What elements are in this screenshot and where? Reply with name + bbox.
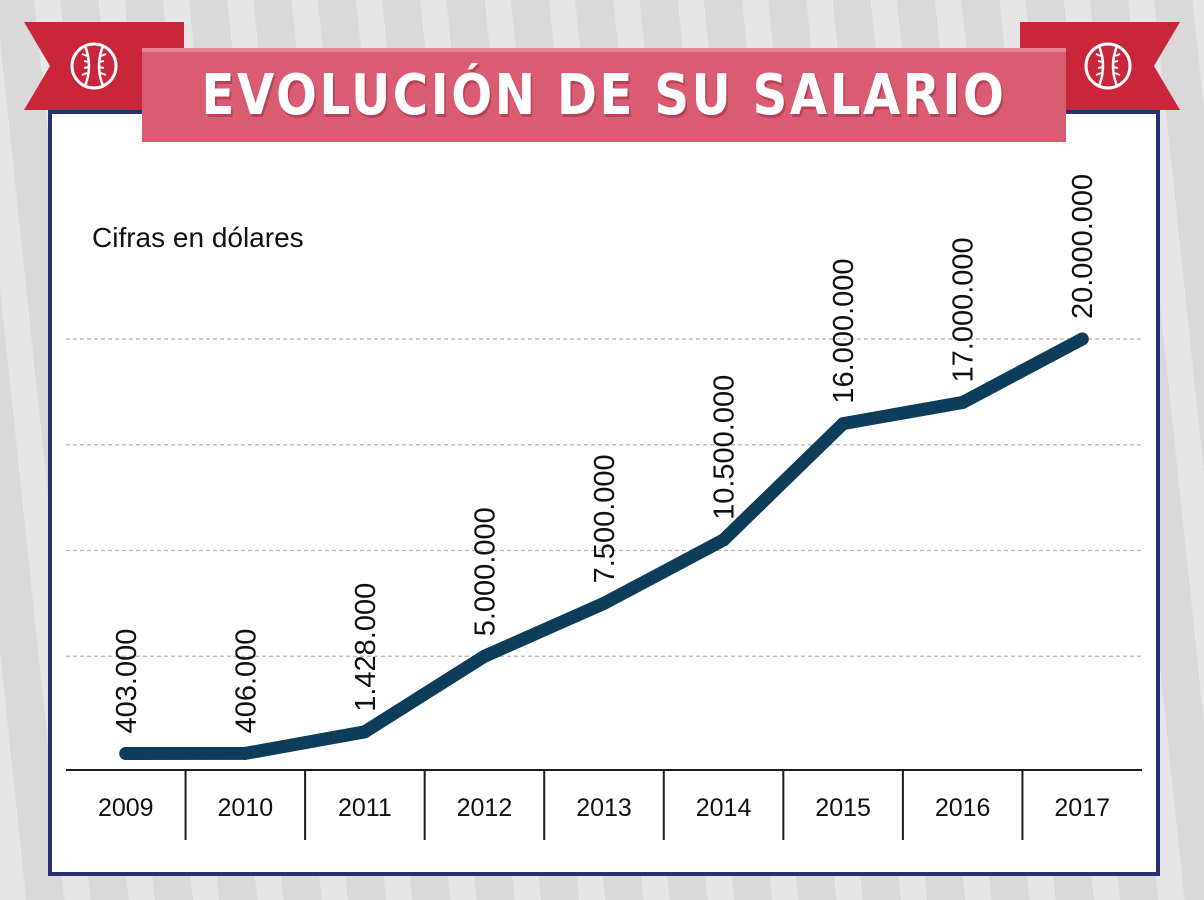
data-point bbox=[597, 596, 611, 610]
data-point bbox=[836, 417, 850, 431]
title-banner: EVOLUCIÓN DE SU SALARIO bbox=[142, 48, 1066, 142]
x-tick-label: 2011 bbox=[338, 794, 392, 822]
data-point bbox=[1075, 332, 1089, 346]
baseball-icon bbox=[1084, 42, 1132, 90]
data-point bbox=[358, 725, 372, 739]
x-tick-label: 2017 bbox=[1054, 794, 1110, 822]
x-tick-label: 2012 bbox=[457, 794, 513, 822]
x-tick-label: 2009 bbox=[98, 794, 154, 822]
chart-subtitle: Cifras en dólares bbox=[92, 222, 304, 253]
data-point bbox=[717, 533, 731, 547]
baseball-icon bbox=[70, 42, 118, 90]
x-tick-label: 2010 bbox=[218, 794, 274, 822]
x-tick-label: 2014 bbox=[696, 794, 752, 822]
data-point bbox=[956, 395, 970, 409]
data-label: 17.000.000 bbox=[948, 237, 980, 382]
x-tick-label: 2016 bbox=[935, 794, 991, 822]
data-point bbox=[477, 649, 491, 663]
data-label: 10.500.000 bbox=[709, 375, 741, 520]
data-label: 1.428.000 bbox=[350, 583, 382, 712]
data-label: 5.000.000 bbox=[469, 507, 501, 636]
data-label: 403.000 bbox=[111, 629, 143, 734]
data-point bbox=[238, 746, 252, 760]
chart-title: EVOLUCIÓN DE SU SALARIO bbox=[201, 62, 1007, 128]
data-label: 16.000.000 bbox=[828, 258, 860, 403]
x-tick-label: 2015 bbox=[815, 794, 871, 822]
x-tick-label: 2013 bbox=[576, 794, 632, 822]
data-label: 406.000 bbox=[230, 629, 262, 734]
data-label: 7.500.000 bbox=[589, 454, 621, 583]
data-point bbox=[119, 746, 133, 760]
data-label: 20.000.000 bbox=[1067, 174, 1099, 319]
